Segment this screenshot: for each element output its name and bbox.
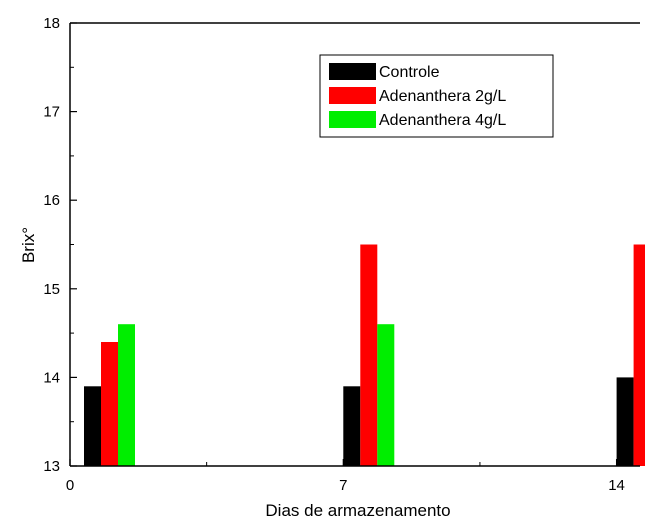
- bar-controle-day-0: [84, 386, 101, 466]
- x-axis-title: Dias de armazenamento: [265, 501, 450, 520]
- legend-swatch-adenanthera-2g-l: [329, 87, 376, 104]
- x-tick-label: 0: [66, 477, 74, 494]
- legend-label-adenanthera-4g-l: Adenanthera 4g/L: [379, 112, 506, 129]
- bar-adenanthera-4g-l-day-7: [377, 324, 395, 466]
- x-tick-label: 7: [339, 477, 347, 494]
- y-tick-label: 14: [43, 369, 60, 386]
- bar-controle-day-14: [616, 377, 634, 466]
- y-axis-title: Brix°: [19, 227, 38, 263]
- y-tick-label: 18: [43, 15, 60, 32]
- bar-adenanthera-4g-l-day-0: [118, 324, 135, 466]
- legend-label-adenanthera-2g-l: Adenanthera 2g/L: [379, 88, 506, 105]
- ticks-layer: 13 14 15 16 17 18 0 7 14: [43, 15, 625, 494]
- legend: Controle Adenanthera 2g/L Adenanthera 4g/L: [319, 54, 554, 138]
- y-tick-label: 16: [43, 192, 60, 209]
- legend-swatch-controle: [329, 63, 376, 80]
- legend-items: Controle Adenanthera 2g/L Adenanthera 4g/L: [329, 63, 506, 129]
- bar-adenanthera-2g-l-day-14: [633, 244, 645, 466]
- bar-controle-day-7: [343, 386, 361, 466]
- y-tick-label: 13: [43, 458, 60, 475]
- legend-swatch-adenanthera-4g-l: [329, 111, 376, 128]
- legend-label-controle: Controle: [379, 64, 440, 81]
- bars-layer: [84, 244, 645, 466]
- y-tick-label: 17: [43, 104, 60, 121]
- bar-adenanthera-2g-l-day-0: [101, 342, 118, 466]
- bar-adenanthera-2g-l-day-7: [360, 244, 378, 466]
- y-tick-label: 15: [43, 281, 60, 298]
- x-tick-label: 14: [608, 477, 625, 494]
